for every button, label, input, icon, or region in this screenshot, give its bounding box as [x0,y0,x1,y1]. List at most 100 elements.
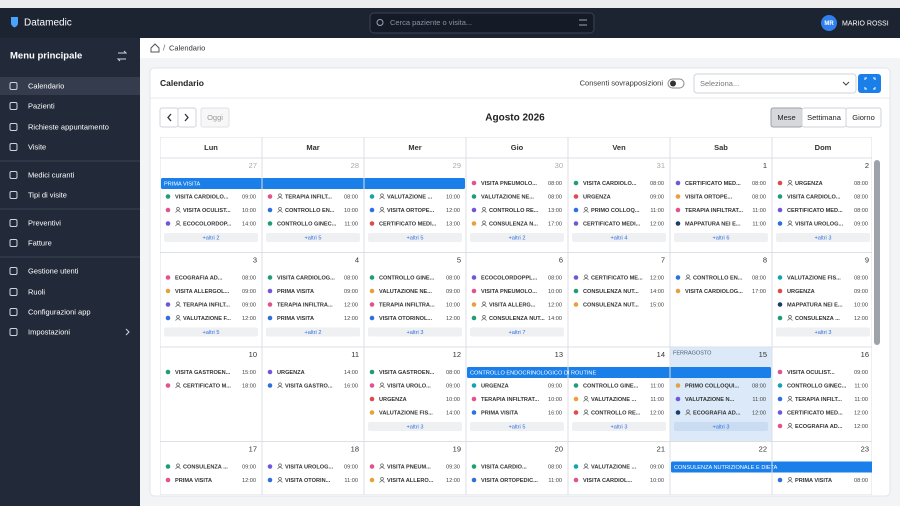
event-label[interactable]: CONSULENZA N... [489,221,538,227]
event-label[interactable]: VISITA ORTOPEDIC... [481,478,538,484]
avatar[interactable] [821,15,837,31]
event-label[interactable]: ECOCOLORDOP... [183,221,232,227]
event-label[interactable]: VALUTAZIONE FIS... [787,275,841,281]
menu-item[interactable]: Impostazioni [28,327,70,336]
event-label[interactable]: ECOGRAFIA AD... [795,424,843,430]
more-button[interactable] [368,422,462,431]
event-label[interactable]: VISITA ALLERG... [489,302,536,308]
event-label[interactable]: URGENZA [379,397,407,403]
event-label[interactable]: URGENZA [277,370,305,376]
sidebar-toggle[interactable] [116,50,128,62]
more-button[interactable] [776,233,870,242]
event-label[interactable]: URGENZA [795,181,823,187]
event-label[interactable]: VISITA ALLERGOL... [175,289,230,295]
menu-item[interactable]: Calendario [28,81,64,90]
event-label[interactable]: TERAPIA INFILTRA... [379,302,435,308]
filter-icon[interactable] [579,19,587,26]
event-label[interactable]: URGENZA [787,289,815,295]
event-label[interactable]: VISITA PNEUMOLO... [481,181,537,187]
event-label[interactable]: PRIMA VISITA [795,478,832,484]
event-label[interactable]: CERTIFICATO MEDI... [583,221,641,227]
event-label[interactable]: VISITA CARDIOLO... [787,194,841,200]
menu-item[interactable]: Configurazioni app [28,307,91,316]
select[interactable] [693,73,857,94]
event-label[interactable]: MAPPATURA NEI E... [787,302,843,308]
event-label[interactable]: VISITA UROLO... [387,383,431,389]
multi-day-event[interactable] [161,178,465,189]
more-button[interactable] [470,327,564,337]
event-label[interactable]: CONTROLLO EN... [693,275,743,281]
event-label[interactable]: ECOCOLORDOPPL... [481,275,538,281]
event-label[interactable]: ECOGRAFIA AD... [175,275,223,281]
event-label[interactable]: TERAPIA INFILT... [795,397,842,403]
event-label[interactable]: CERTIFICATO MEDI... [379,221,437,227]
event-label[interactable]: CONTROLLO GINE... [583,383,639,389]
menu-item[interactable]: Tipi di visite [28,190,67,199]
event-label[interactable]: VALUTAZIONE NE... [481,194,534,200]
event-label[interactable]: VALUTAZIONE N... [685,397,735,403]
event-label[interactable]: VISITA OTORINOL... [379,316,432,322]
event-label[interactable]: CONSULENZA NUT... [489,316,545,322]
event-label[interactable]: CONSULENZA ... [795,316,840,322]
event-label[interactable]: VISITA ORTOPE... [387,208,435,214]
event-label[interactable]: CONTROLLO GINEC... [277,221,337,227]
event-label[interactable]: VISITA UROLOG... [795,221,844,227]
event-label[interactable]: VISITA GASTROEN... [379,370,435,376]
menu-item[interactable]: Ruoli [28,287,45,296]
event-label[interactable]: CERTIFICATO M... [183,383,231,389]
event-label[interactable]: PRIMA VISITA [175,478,212,484]
event-label[interactable]: VALUTAZIONE ... [591,397,637,403]
more-button[interactable] [266,327,360,337]
more-button[interactable] [164,233,258,242]
event-label[interactable]: VISITA CARDIO... [481,464,527,470]
more-button[interactable] [674,233,768,242]
menu-item[interactable]: Gestione utenti [28,266,79,275]
event-label[interactable]: VISITA OCULIST... [787,370,835,376]
event-label[interactable]: VISITA GASTRO... [285,383,333,389]
event-label[interactable]: URGENZA [583,194,611,200]
event-label[interactable]: VISITA GASTROEN... [175,370,231,376]
more-button[interactable] [470,422,564,431]
event-label[interactable]: PRIMO COLLOQ... [591,208,640,214]
event-label[interactable]: VISITA CARDIOL... [583,478,633,484]
event-label[interactable]: CERTIFICATO MED... [787,208,843,214]
event-label[interactable]: VISITA PNEUMOLO... [481,289,537,295]
more-button[interactable] [266,233,360,242]
event-label[interactable]: VALUTAZIONE F... [183,316,231,322]
event-label[interactable]: VALUTAZIONE ... [591,464,637,470]
menu-item[interactable]: Pazienti [28,101,55,110]
event-label[interactable]: VISITA CARDIOLOG... [277,275,335,281]
menu-item[interactable]: Visite [28,142,46,151]
home-icon[interactable] [150,43,160,53]
more-button[interactable] [776,327,870,337]
event-label[interactable]: CERTIFICATO ME... [591,275,643,281]
event-label[interactable]: CONTROLLO RE... [591,410,641,416]
event-label[interactable]: VISITA CARDIOLO... [583,181,637,187]
event-label[interactable]: CERTIFICATO MED... [685,181,741,187]
prev-button[interactable] [159,107,179,128]
event-label[interactable]: MAPPATURA NEI E... [685,221,741,227]
event-label[interactable]: PRIMA VISITA [277,316,314,322]
scrollbar-thumb[interactable] [874,160,880,345]
menu-item[interactable]: Richieste appuntamento [28,122,109,131]
more-button[interactable] [674,422,768,431]
event-label[interactable]: VALUTAZIONE FIS... [379,410,433,416]
more-button[interactable] [164,327,258,337]
event-label[interactable]: CONSULENZA ... [183,464,228,470]
event-label[interactable]: TERAPIA INFILT... [285,194,332,200]
menu-item[interactable]: Preventivi [28,218,61,227]
menu-item[interactable]: Medici curanti [28,170,75,179]
event-label[interactable]: PRIMA VISITA [277,289,314,295]
event-label[interactable]: CONTROLLO GINE... [379,275,435,281]
next-button[interactable] [177,107,197,128]
menu-item[interactable]: Fatture [28,238,52,247]
event-label[interactable]: CONTROLLO EN... [285,208,335,214]
today-button[interactable] [200,107,230,128]
more-button[interactable] [572,233,666,242]
event-label[interactable]: VISITA ORTOPE... [685,194,733,200]
more-button[interactable] [572,422,666,431]
event-label[interactable]: TERAPIA INFILTRAT... [481,397,539,403]
event-label[interactable]: VISITA OCULIST... [183,208,231,214]
search-box[interactable] [369,12,595,34]
more-button[interactable] [368,327,462,337]
